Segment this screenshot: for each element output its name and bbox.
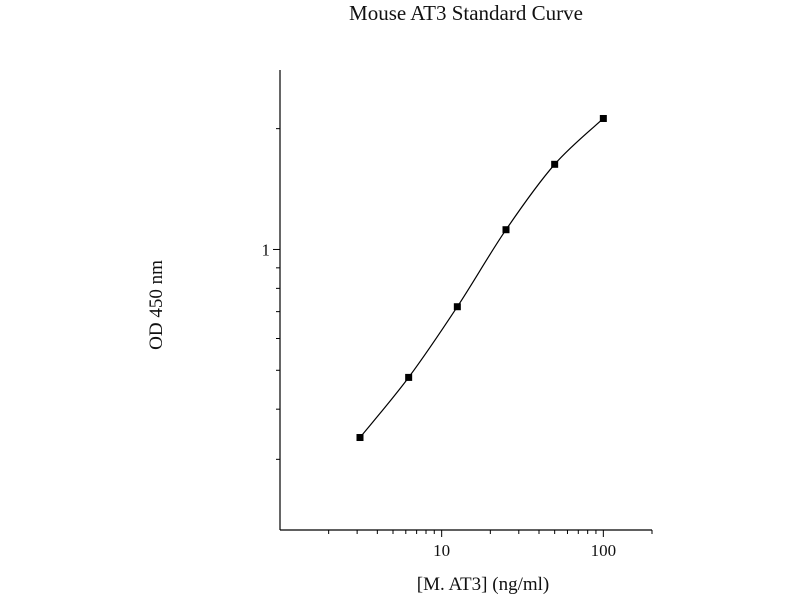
- data-point: [453, 303, 461, 311]
- standard-curve-line: [359, 118, 604, 438]
- data-point: [599, 114, 607, 122]
- axes: [279, 70, 652, 531]
- x-axis-label: [M. AT3] (ng/ml): [417, 574, 549, 595]
- y-tick-label: 1: [262, 240, 271, 259]
- chart-title: Mouse AT3 Standard Curve: [349, 1, 583, 25]
- tick-labels: 10 100 1: [262, 240, 617, 560]
- data-point: [502, 226, 510, 234]
- x-tick-label: 100: [591, 541, 617, 560]
- data-point: [405, 373, 413, 381]
- ticks: [273, 128, 653, 537]
- points-layer: [356, 114, 607, 442]
- x-tick-label: 10: [433, 541, 450, 560]
- data-point: [551, 160, 559, 168]
- data-point: [356, 434, 364, 442]
- y-axis-label: OD 450 nm: [146, 260, 167, 350]
- curve-layer: [359, 118, 604, 438]
